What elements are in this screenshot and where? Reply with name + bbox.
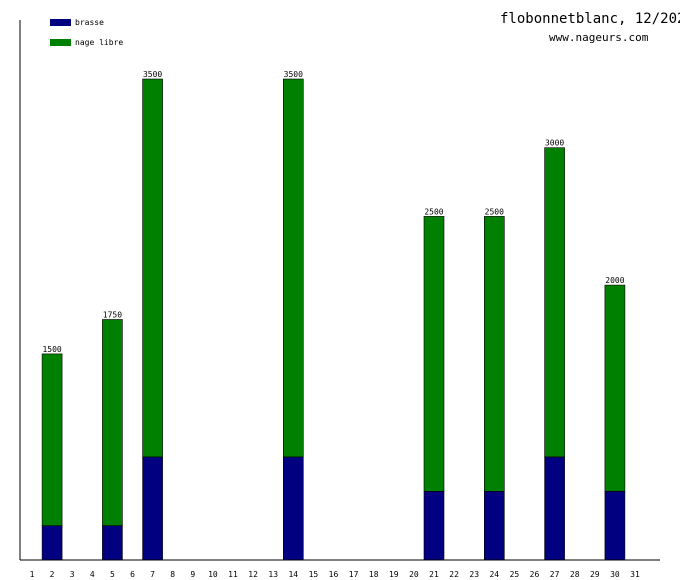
x-tick-label-21: 21	[429, 570, 439, 579]
x-tick-label-26: 26	[530, 570, 540, 579]
x-tick-label-17: 17	[349, 570, 359, 579]
x-tick-label-29: 29	[590, 570, 600, 579]
x-tick-label-19: 19	[389, 570, 399, 579]
chart-title: flobonnetblanc, 12/2025	[500, 11, 680, 27]
legend-label-brasse: brasse	[75, 18, 104, 27]
bar-nage-libre-27	[544, 147, 565, 458]
x-tick-label-27: 27	[550, 570, 560, 579]
x-tick-label-10: 10	[208, 570, 218, 579]
x-tick-label-8: 8	[170, 570, 175, 579]
x-tick-label-2: 2	[50, 570, 55, 579]
x-tick-labels-group: 1 2 3 4 5 6 7 8 9 10 11 12 13 14 15 16 17 18 19 20 21 22 23 24 2…	[30, 570, 640, 579]
bar-nage-libre-21	[423, 216, 445, 492]
x-tick-label-1: 1	[30, 570, 35, 579]
total-label-30: 2000	[605, 276, 624, 285]
chart-subtitle: www.nageurs.com	[549, 31, 649, 44]
bar-brasse-2	[41, 525, 63, 561]
x-tick-label-30: 30	[610, 570, 620, 579]
total-label-27: 3000	[545, 139, 564, 148]
legend: brasse nage libre	[50, 18, 123, 47]
x-tick-label-9: 9	[190, 570, 195, 579]
bar-brasse-5	[102, 525, 123, 561]
x-tick-label-28: 28	[570, 570, 580, 579]
total-label-24: 2500	[485, 207, 504, 216]
bar-brasse-7	[142, 456, 163, 561]
x-tick-label-25: 25	[510, 570, 520, 579]
total-label-14: 3500	[284, 70, 303, 79]
bar-brasse-27	[544, 456, 565, 561]
value-labels-group: 1500 1750 3500 3500 2500 2500 3000 2000	[42, 70, 624, 354]
x-tick-label-4: 4	[90, 570, 95, 579]
total-label-21: 2500	[424, 207, 443, 216]
bar-brasse-24	[483, 490, 505, 561]
x-tick-label-23: 23	[469, 570, 479, 579]
bar-nage-libre-24	[483, 216, 505, 492]
bar-nage-libre-30	[604, 284, 626, 492]
bar-brasse-14	[282, 456, 304, 561]
total-label-7: 3500	[143, 70, 162, 79]
bar-nage-libre-2	[41, 353, 63, 526]
x-tick-label-16: 16	[329, 570, 339, 579]
x-tick-label-6: 6	[130, 570, 135, 579]
x-tick-label-3: 3	[70, 570, 75, 579]
x-tick-label-22: 22	[449, 570, 459, 579]
x-tick-label-7: 7	[150, 570, 155, 579]
bar-nage-libre-14	[282, 78, 304, 458]
legend-swatch-brasse	[50, 19, 71, 26]
legend-label-nage-libre: nage libre	[75, 38, 123, 47]
bar-nage-libre-7	[142, 78, 163, 458]
x-tick-label-5: 5	[110, 570, 115, 579]
total-label-5: 1750	[103, 311, 122, 320]
x-tick-label-11: 11	[228, 570, 238, 579]
bar-brasse-30	[604, 490, 626, 561]
bar-brasse-21	[423, 490, 445, 561]
x-tick-label-14: 14	[288, 570, 298, 579]
bar-nage-libre-5	[102, 319, 123, 526]
x-tick-label-31: 31	[630, 570, 640, 579]
x-tick-label-24: 24	[489, 570, 499, 579]
x-tick-label-18: 18	[369, 570, 379, 579]
x-tick-label-12: 12	[248, 570, 258, 579]
x-tick-label-15: 15	[309, 570, 319, 579]
x-tick-label-13: 13	[268, 570, 278, 579]
bars-group	[41, 78, 626, 561]
x-tick-label-20: 20	[409, 570, 419, 579]
legend-swatch-nage-libre	[50, 39, 71, 46]
total-label-2: 1500	[42, 345, 61, 354]
